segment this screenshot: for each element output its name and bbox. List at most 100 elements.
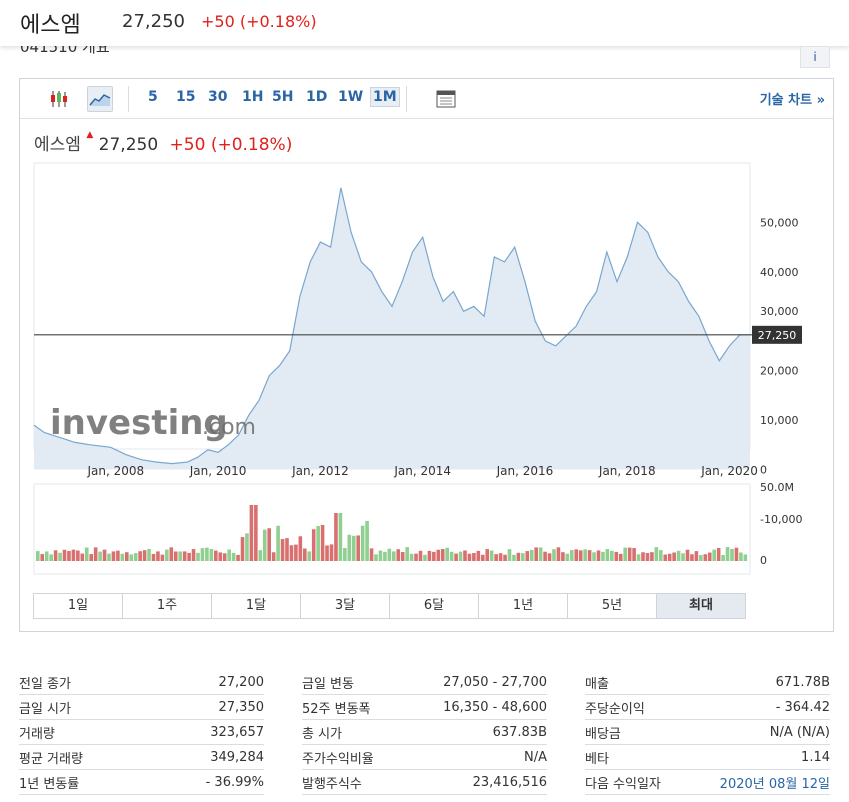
volume-bar [356, 535, 360, 561]
stat-value: 349,284 [210, 749, 264, 765]
stat-label: 금일 시가 [19, 701, 71, 717]
volume-bar [512, 554, 516, 561]
area-chart-icon[interactable] [87, 86, 113, 112]
volume-bar [578, 550, 583, 561]
volume-bar [690, 554, 694, 561]
stat-label: 52주 변동폭 [302, 701, 371, 717]
volume-bar [418, 550, 423, 561]
volume-bar [378, 550, 383, 561]
volume-bar [227, 549, 231, 561]
timeframe-5[interactable]: 5 [148, 89, 158, 105]
volume-bar [334, 513, 338, 561]
info-button[interactable]: i [800, 46, 830, 68]
investing-logo: investing [50, 403, 228, 443]
volume-bar [182, 551, 187, 561]
stat-row: 평균 거래량 349,284 [19, 745, 264, 770]
y-tick-label: 20,000 [760, 365, 799, 378]
stat-row: 52주 변동폭 16,350 - 48,600 [302, 695, 547, 720]
period-6달[interactable]: 6달 [389, 593, 479, 619]
period-1일[interactable]: 1일 [33, 593, 123, 619]
volume-bar [440, 549, 445, 561]
period-3달[interactable]: 3달 [300, 593, 390, 619]
volume-bar [165, 549, 169, 561]
timeframe-30[interactable]: 30 [208, 89, 228, 105]
volume-bar [89, 554, 93, 561]
stat-value: N/A (N/A) [769, 724, 830, 740]
volume-bar [351, 535, 356, 561]
legend-change: +50 (+0.18%) [169, 135, 293, 155]
volume-bar [191, 549, 196, 561]
volume-bar [498, 553, 503, 561]
volume-bar [467, 553, 472, 561]
volume-bar [236, 554, 240, 561]
volume-bar [107, 553, 111, 561]
volume-bar [133, 553, 138, 561]
stat-value: - 36.99% [205, 774, 264, 790]
price-chart[interactable]: 27,250 50,000 40,000 20,000 10,000 0 -10,000 30… [20, 159, 833, 579]
volume-bar [169, 547, 174, 561]
volume-bar [721, 554, 725, 561]
stock-change: +50 (+0.18%) [201, 12, 317, 31]
volume-bar [472, 552, 476, 561]
volume-bar [53, 550, 58, 561]
timeframe-1d[interactable]: 1D [306, 89, 328, 105]
volume-bar [703, 554, 708, 561]
volume-bar [534, 547, 538, 561]
x-tick-label: Jan, 2016 [496, 464, 554, 478]
period-1달[interactable]: 1달 [211, 593, 301, 619]
volume-bar [476, 550, 481, 561]
volume-bar [481, 554, 485, 561]
timeframe-1w[interactable]: 1W [338, 89, 364, 105]
volume-bar [222, 553, 227, 561]
volume-bar [151, 553, 156, 561]
volume-bar [360, 525, 365, 561]
investing-logo-suffix: .com [202, 415, 256, 440]
period-1주[interactable]: 1주 [122, 593, 212, 619]
volume-bar [258, 550, 263, 561]
x-tick-label: Jan, 2014 [393, 464, 451, 478]
volume-bar [432, 551, 436, 561]
x-tick-label: Jan, 2010 [189, 464, 247, 478]
volume-bar [205, 547, 209, 561]
x-tick-label: Jan, 2018 [598, 464, 656, 478]
stats-column-1: 전일 종가 27,200 금일 시가 27,350 거래량 323,657 평균 거래량 34… [19, 670, 264, 795]
volume-bar [525, 551, 530, 561]
up-arrow-icon: ▲ [86, 130, 94, 140]
volume-bar [632, 548, 636, 561]
volume-bar [547, 553, 552, 561]
volume-bar [667, 553, 672, 561]
settings-panel-icon[interactable] [433, 86, 459, 112]
volume-bar [40, 554, 45, 561]
volume-bar [618, 553, 623, 561]
volume-bar [543, 551, 547, 561]
volume-bar [387, 548, 392, 561]
volume-bar [80, 553, 85, 561]
y-tick-label: 50,000 [760, 216, 799, 229]
volume-bar [485, 549, 490, 561]
candlestick-icon[interactable] [46, 86, 72, 112]
period-1년[interactable]: 1년 [478, 593, 568, 619]
legend-name: 에스엠 [34, 135, 81, 155]
price-line [33, 187, 750, 465]
volume-bar [84, 547, 89, 561]
volume-bar [209, 549, 214, 561]
volume-bar [507, 549, 512, 561]
volume-bar [173, 551, 178, 561]
timeframe-1h[interactable]: 1H [242, 89, 264, 105]
volume-bar [427, 550, 432, 561]
stat-row: 주가수익비율 N/A [302, 745, 547, 770]
period-최대[interactable]: 최대 [656, 593, 746, 619]
stat-value[interactable]: 2020년 08월 12일 [719, 776, 830, 792]
volume-max-label: 50.0M [760, 481, 794, 494]
technical-chart-link[interactable]: 기술 차트 » [759, 93, 825, 108]
timeframe-5h[interactable]: 5H [272, 89, 294, 105]
volume-bar [654, 547, 659, 561]
period-5년[interactable]: 5년 [567, 593, 657, 619]
volume-bar [521, 553, 525, 561]
timeframe-1m[interactable]: 1M [370, 87, 400, 107]
stat-label: 총 시가 [302, 726, 343, 742]
stat-label: 금일 변동 [302, 676, 354, 692]
stat-value: 16,350 - 48,600 [443, 699, 547, 715]
volume-bar [516, 552, 521, 561]
timeframe-15[interactable]: 15 [176, 89, 196, 105]
